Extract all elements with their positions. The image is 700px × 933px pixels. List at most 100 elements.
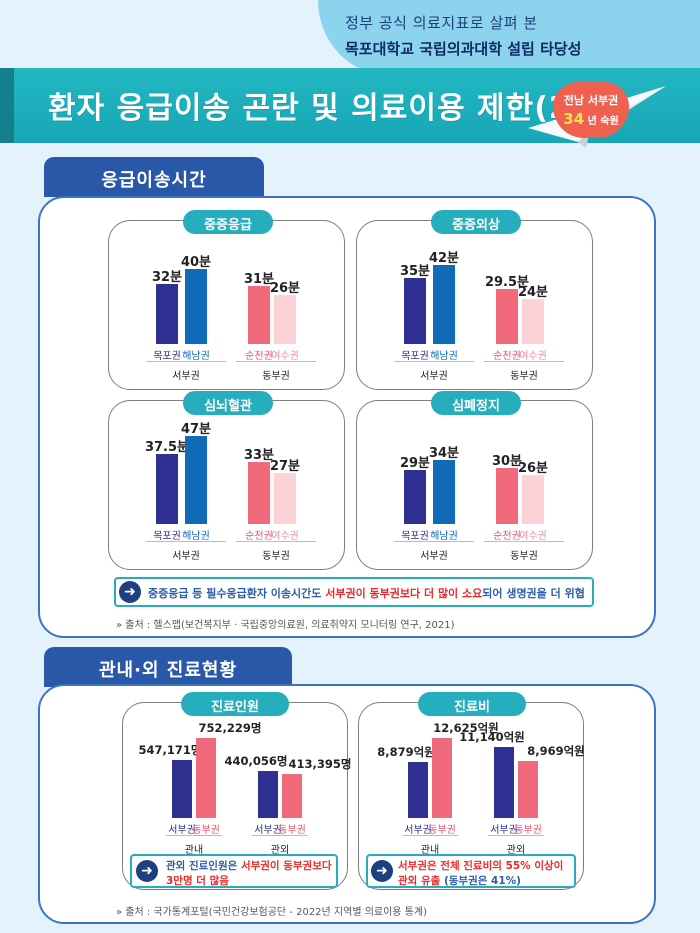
page-title: 환자 응급이송 곤란 및 의료이용 제한(2) [48,91,586,126]
value-label: 35분 [399,264,431,280]
bar-해남권 [433,265,455,344]
value-label: 26분 [517,461,549,477]
value-label: 30분 [491,453,523,469]
value-label: 47분 [180,422,212,437]
group-label-west: 서부권 [420,371,448,382]
value-label: 34분 [428,446,460,462]
bar-서부권-관외 [258,771,278,818]
series-label: 서부권 [490,825,518,836]
value-label: 29.5분 [484,274,530,290]
patients-note-line2: 3만명 더 많음 [166,875,229,887]
double-chevron-icon: » [116,907,126,918]
category-label: 여수권 [519,351,547,362]
transport-note [114,577,594,607]
category-label: 목포권 [401,531,429,542]
bar-동부권-관내 [196,738,216,818]
group-divider [166,835,222,836]
group-divider [484,361,564,362]
category-label: 목포권 [153,531,181,542]
chart-panel-cardiac-arrest [356,400,593,570]
group-divider [236,541,316,542]
value-label: 24분 [517,285,549,301]
category-label: 여수권 [519,531,547,542]
chart-title-pill: 중증외상 [431,210,521,234]
bar-서부권-관내 [408,761,428,818]
header-banner [318,0,700,75]
patients-note [130,854,338,888]
group-divider [146,541,226,542]
bar-순천권 [248,462,270,524]
category-label: 관외 [270,845,290,856]
bar-여수권 [274,473,296,524]
group-label-east: 동부권 [262,371,290,382]
value-label: 37.5분 [144,439,190,455]
category-label: 여수권 [271,531,299,542]
costs-note-line2: 관외 유출 (동부권은 41%) [398,875,521,887]
value-label: 547,171명 [138,742,202,757]
group-divider [146,361,226,362]
costs-note-line1: 서부권은 전체 진료비의 55% 이상이 [398,860,564,872]
value-label: 31분 [243,271,275,287]
bar-목포권 [156,284,178,344]
transport-source: » 출처 : 헬스맵(보건복지부 · 국립중앙의료원, 의료취약지 모니터링 연… [116,620,455,631]
group-divider [394,361,474,362]
bar-순천권 [496,288,518,344]
group-label-east: 동부권 [262,551,290,562]
chart-panel-severe-emergency [108,220,345,390]
chart-title-pill: 진료비 [418,692,526,716]
group-divider [402,835,458,836]
value-label: 8,969억원 [527,744,585,759]
group-label-west: 서부권 [172,551,200,562]
bar-해남권 [185,269,207,344]
value-label: 752,229명 [198,721,262,735]
group-divider [484,541,564,542]
chart-title-pill: 중증응급 [183,210,273,234]
bar-서부권-관내 [172,759,192,818]
bar-해남권 [433,460,455,524]
bar-목포권 [404,469,426,524]
category-label: 관외 [506,845,526,856]
group-divider [252,835,308,836]
series-label: 동부권 [428,825,456,836]
group-label-east: 동부권 [510,371,538,382]
bar-목포권 [404,278,426,344]
transport-note-text: 중증응급 등 필수응급환자 이송시간도 서부권이 동부권보다 더 많이 소요되어… [148,587,585,600]
category-label: 순천권 [493,531,521,542]
category-label: 목포권 [401,351,429,362]
arrow-right-icon: ➜ [371,860,393,882]
series-label: 서부권 [404,825,432,836]
category-label: 관내 [420,845,440,856]
bar-여수권 [522,475,544,524]
category-label: 해남권 [182,351,210,362]
value-label: 8,879억원 [377,744,435,759]
series-label: 동부권 [278,825,306,836]
badge-34-years: 전남 서부권 34 년 숙원 [553,82,629,138]
bar-여수권 [274,295,296,344]
group-label-west: 서부권 [420,551,448,562]
header-headline: 목포대학교 국립의과대학 설립 타당성 [345,40,582,58]
chart-panel-severe-trauma [356,220,593,390]
arrow-right-icon: ➜ [136,860,158,882]
category-label: 순천권 [245,531,273,542]
patients-note-line1: 관외 진료인원은 서부권이 동부권보다 [166,860,332,872]
group-label-west: 서부권 [172,371,200,382]
series-label: 서부권 [254,825,282,836]
value-label: 33분 [243,448,275,464]
category-label: 해남권 [430,351,458,362]
arrow-right-icon: ➜ [119,581,141,603]
category-label: 여수권 [271,351,299,362]
double-chevron-icon: » [116,620,126,631]
value-label: 32분 [151,270,183,286]
costs-note [366,854,576,888]
value-label: 27분 [269,459,301,475]
value-label: 12,625억원 [433,721,499,735]
chart-title-pill: 진료인원 [181,692,289,716]
section-tab-inout-treatment: 관내·외 진료현황 [44,647,292,687]
bar-해남권 [185,436,207,524]
bar-동부권-관외 [518,761,538,818]
value-label: 413,395명 [288,757,352,772]
group-divider [236,361,316,362]
category-label: 해남권 [430,531,458,542]
header-subtitle: 정부 공식 의료지표로 살펴 본 [345,14,538,32]
category-label: 순천권 [245,351,273,362]
